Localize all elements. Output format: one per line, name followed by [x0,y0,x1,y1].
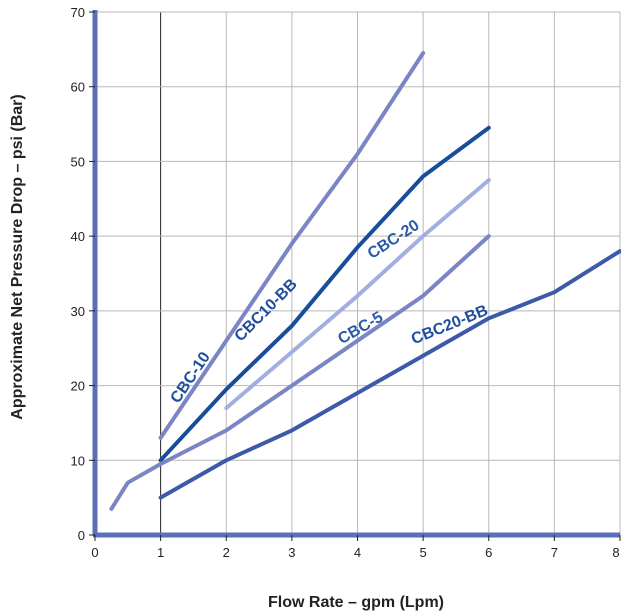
x-tick-label: 7 [551,545,558,560]
y-tick-label: 10 [71,453,85,468]
y-tick-label: 0 [78,528,85,543]
x-tick-label: 8 [612,545,619,560]
x-tick-label: 3 [288,545,295,560]
x-tick-label: 5 [420,545,427,560]
series-line-cbc-10 [158,51,426,440]
series-line-cbc-20 [224,178,491,410]
y-tick-label: 50 [71,154,85,169]
x-tick-label: 2 [223,545,230,560]
series-label-cbc-10: CBC-10 [168,349,214,406]
x-tick-label: 0 [91,545,98,560]
series-line-cbc20-bb [158,249,621,500]
series-line-cbc10-bb [158,125,491,463]
series-line-cbc-5 [109,234,491,511]
y-tick-label: 30 [71,304,85,319]
x-tick-label: 6 [485,545,492,560]
y-axis-title: Approximate Net Pressure Drop – psi (Bar… [9,94,26,419]
y-tick-label: 40 [71,229,85,244]
series-lines [109,51,621,511]
series-label-cbc-20: CBC-20 [365,217,423,263]
y-tick-label: 70 [71,5,85,20]
tick-labels: 0 1 2 3 4 5 6 7 8 0 10 20 30 40 50 60 70 [71,5,621,560]
x-axis-title: Flow Rate – gpm (Lpm) [268,594,444,611]
x-tick-label: 1 [157,545,164,560]
y-tick-label: 60 [71,80,85,95]
axes [92,10,620,538]
grid [95,11,621,535]
x-tick-label: 4 [354,545,361,560]
y-tick-label: 20 [71,379,85,394]
